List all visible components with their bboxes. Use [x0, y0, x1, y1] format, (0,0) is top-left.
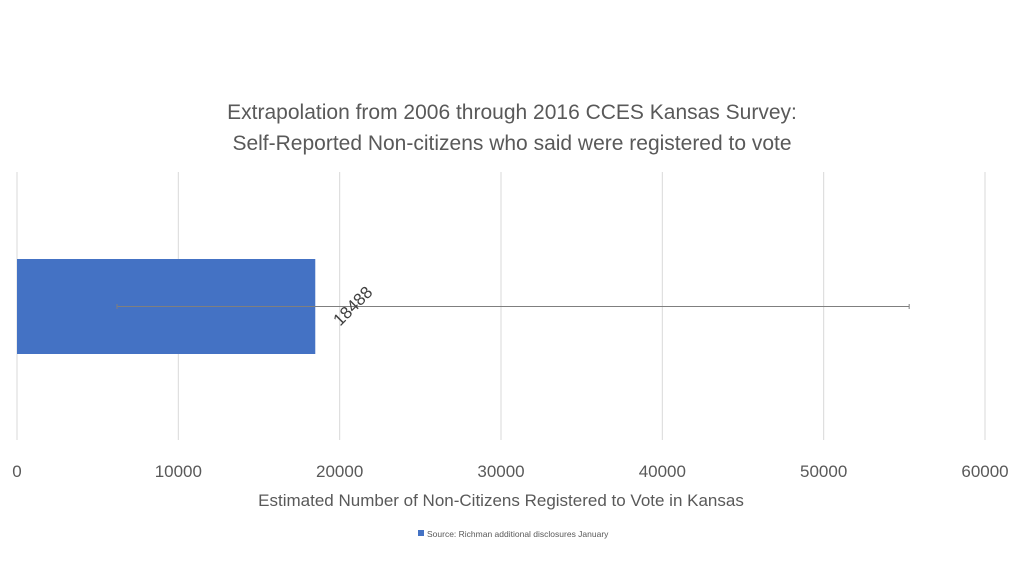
x-tick-label: 50000 [800, 462, 847, 481]
legend: Source: Richman additional disclosures J… [418, 529, 609, 539]
error-bars [116, 304, 910, 309]
x-tick-label: 30000 [477, 462, 524, 481]
x-tick-label: 10000 [155, 462, 202, 481]
x-axis-label: Estimated Number of Non-Citizens Registe… [258, 491, 744, 510]
legend-swatch [418, 530, 424, 536]
chart-title-line-2: Self-Reported Non-citizens who said were… [232, 132, 791, 155]
x-tick-labels: 0 10000 20000 30000 40000 50000 60000 [12, 462, 1008, 481]
x-tick-label: 40000 [639, 462, 686, 481]
x-tick-label: 0 [12, 462, 21, 481]
x-tick-label: 20000 [316, 462, 363, 481]
legend-label: Source: Richman additional disclosures J… [427, 529, 609, 539]
chart-title-line-1: Extrapolation from 2006 through 2016 CCE… [227, 101, 797, 124]
x-tick-label: 60000 [961, 462, 1008, 481]
